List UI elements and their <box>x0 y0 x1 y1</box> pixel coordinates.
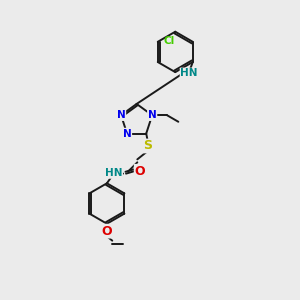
Text: O: O <box>102 225 112 238</box>
Text: N: N <box>123 128 131 139</box>
Text: N: N <box>117 110 125 120</box>
Text: N: N <box>148 110 157 120</box>
Text: HN: HN <box>105 168 122 178</box>
Text: HN: HN <box>181 68 198 78</box>
Text: O: O <box>135 165 145 178</box>
Text: S: S <box>143 140 152 152</box>
Text: Cl: Cl <box>163 36 174 46</box>
